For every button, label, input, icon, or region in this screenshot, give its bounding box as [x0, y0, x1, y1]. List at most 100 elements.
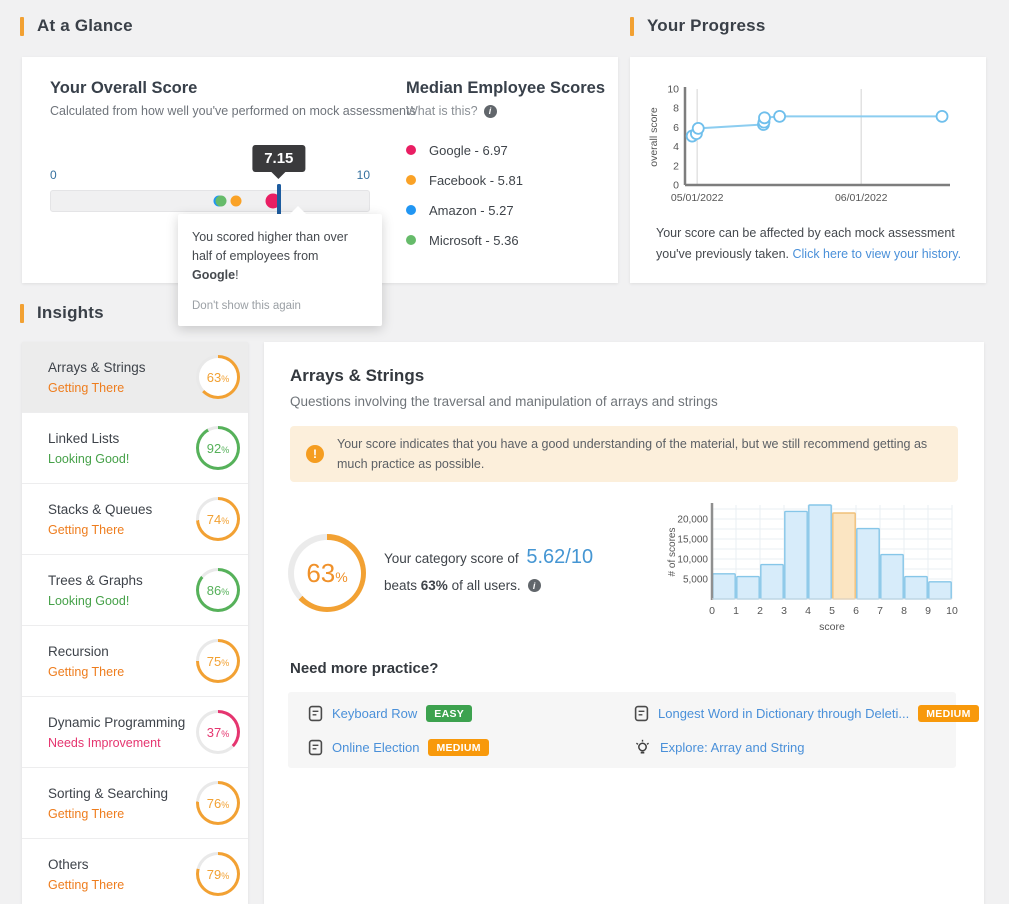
- svg-text:4: 4: [673, 141, 679, 153]
- svg-text:20,000: 20,000: [677, 515, 708, 526]
- section-accent-bar: [630, 16, 634, 36]
- detail-title: Arrays & Strings: [290, 366, 425, 385]
- median-dot-microsoft: [215, 195, 227, 207]
- section-header-insights: Insights: [20, 303, 104, 323]
- category-score-text: Your category score of 5.62/10 beats 63%…: [384, 546, 594, 593]
- svg-text:6: 6: [853, 605, 859, 617]
- svg-text:2: 2: [673, 160, 679, 172]
- detail-subtitle: Questions involving the traversal and ma…: [290, 394, 718, 409]
- progress-line-chart: 0 2 4 6 8 10 05/01/2022 06/01/2022 overall score: [648, 79, 970, 226]
- info-icon[interactable]: i: [527, 579, 541, 592]
- category-name: Others: [48, 856, 89, 872]
- practice-problem-link[interactable]: Online Election: [332, 739, 420, 755]
- median-dot-google: [265, 193, 281, 209]
- your-progress-card: 0 2 4 6 8 10 05/01/2022 06/01/2022 overall score…: [630, 57, 986, 283]
- category-percent-ring: 63%: [196, 355, 240, 399]
- section-accent-bar: [20, 16, 24, 36]
- svg-text:0: 0: [709, 605, 715, 617]
- category-percent-ring: 37%: [196, 710, 240, 754]
- category-detail-panel: Arrays & Strings Questions involving the…: [264, 342, 984, 904]
- category-percent-ring: 79%: [196, 852, 240, 896]
- category-percent-ring: 76%: [196, 781, 240, 825]
- category-status: Getting There: [48, 522, 125, 537]
- score-track: [50, 190, 370, 212]
- category-name: Dynamic Programming: [48, 714, 186, 730]
- info-icon[interactable]: i: [483, 104, 497, 118]
- view-history-link[interactable]: Click here to view your history.: [792, 247, 962, 261]
- svg-text:# of scores: # of scores: [667, 528, 678, 577]
- sidebar-category-trees-graphs[interactable]: Trees & Graphs Looking Good! 86%: [22, 555, 248, 626]
- sidebar-category-dynamic-programming[interactable]: Dynamic Programming Needs Improvement 37%: [22, 697, 248, 768]
- svg-text:15,000: 15,000: [677, 535, 708, 546]
- sidebar-category-others[interactable]: Others Getting There 79%: [22, 839, 248, 904]
- svg-text:0: 0: [673, 180, 679, 192]
- svg-text:8: 8: [901, 605, 907, 617]
- what-is-this[interactable]: What is this? i: [406, 104, 497, 118]
- sidebar-category-recursion[interactable]: Recursion Getting There 75%: [22, 626, 248, 697]
- progress-caption: Your score can be affected by each mock …: [656, 226, 962, 261]
- category-percent-ring: 92%: [196, 426, 240, 470]
- category-name: Stacks & Queues: [48, 501, 153, 517]
- practice-problem-link[interactable]: Explore: Array and String: [660, 739, 805, 755]
- scale-max-label: 10: [356, 168, 370, 182]
- difficulty-badge: MEDIUM: [918, 704, 979, 722]
- svg-text:2: 2: [757, 605, 763, 617]
- dismiss-tooltip-link[interactable]: Don't show this again: [192, 300, 301, 312]
- company-color-dot: [406, 175, 416, 185]
- svg-text:4: 4: [805, 605, 811, 617]
- practice-item: Online Election MEDIUM: [308, 737, 634, 758]
- sidebar-category-linked-lists[interactable]: Linked Lists Looking Good! 92%: [22, 413, 248, 484]
- category-status: Getting There: [48, 380, 125, 395]
- what-is-this-label[interactable]: What is this?: [406, 104, 478, 118]
- score-note-text: You scored higher than over half of empl…: [192, 230, 348, 282]
- score-note-tooltip: You scored higher than over half of empl…: [178, 206, 382, 326]
- practice-problem-link[interactable]: Longest Word in Dictionary through Delet…: [658, 705, 910, 721]
- category-percent-ring: 86%: [196, 568, 240, 612]
- practice-title: Need more practice?: [290, 660, 439, 677]
- overall-score-title: Your Overall Score: [50, 79, 198, 97]
- document-icon: [308, 705, 323, 722]
- lightbulb-icon: [634, 739, 651, 756]
- category-name: Linked Lists: [48, 430, 120, 446]
- score-tooltip-value: 7.15: [264, 150, 294, 167]
- median-scores-title: Median Employee Scores: [406, 79, 605, 97]
- practice-item: Explore: Array and String: [634, 737, 979, 758]
- category-status: Looking Good!: [48, 593, 130, 608]
- practice-problem-link[interactable]: Keyboard Row: [332, 705, 418, 721]
- company-legend: Google - 6.97 Facebook - 5.81 Amazon - 5.2…: [406, 135, 523, 255]
- category-score-value: 5.62/10: [526, 546, 594, 568]
- category-name: Recursion: [48, 643, 109, 659]
- svg-text:8: 8: [673, 103, 679, 115]
- document-icon: [308, 739, 323, 756]
- scale-min-label: 0: [50, 168, 57, 182]
- warning-icon: !: [306, 445, 324, 463]
- svg-text:10: 10: [946, 605, 958, 617]
- category-status: Looking Good!: [48, 451, 130, 466]
- score-alert-banner: ! Your score indicates that you have a g…: [290, 426, 958, 482]
- company-legend-row: Amazon - 5.27: [406, 195, 523, 225]
- svg-text:score: score: [819, 621, 845, 633]
- svg-text:1: 1: [733, 605, 739, 617]
- practice-suggestions: Keyboard Row EASY Longest Word in Dictiona…: [288, 692, 979, 768]
- company-legend-row: Facebook - 5.81: [406, 165, 523, 195]
- company-color-dot: [406, 145, 416, 155]
- sidebar-category-stacks-queues[interactable]: Stacks & Queues Getting There 74%: [22, 484, 248, 555]
- at-a-glance-card: Your Overall Score Calculated from how w…: [22, 57, 618, 326]
- svg-text:7: 7: [877, 605, 883, 617]
- company-legend-row: Microsoft - 5.36: [406, 225, 523, 255]
- user-score-marker: [276, 184, 281, 218]
- sidebar-category-sorting-searching[interactable]: Sorting & Searching Getting There 76%: [22, 768, 248, 839]
- svg-text:5: 5: [829, 605, 835, 617]
- category-status: Getting There: [48, 806, 125, 821]
- overall-score-subtitle: Calculated from how well you've performe…: [50, 104, 416, 118]
- company-score-label: Microsoft - 5.36: [429, 232, 519, 248]
- category-percent-ring: 74%: [196, 497, 240, 541]
- category-percent: 63: [306, 557, 336, 588]
- sidebar-category-arrays-strings[interactable]: Arrays & Strings Getting There 63%: [22, 342, 248, 413]
- category-score-ring: 63 %: [288, 534, 366, 612]
- svg-text:3: 3: [781, 605, 787, 617]
- median-dot-facebook: [230, 195, 242, 207]
- beats-text: beats 63% of all users.: [384, 578, 521, 593]
- difficulty-badge: MEDIUM: [428, 738, 489, 756]
